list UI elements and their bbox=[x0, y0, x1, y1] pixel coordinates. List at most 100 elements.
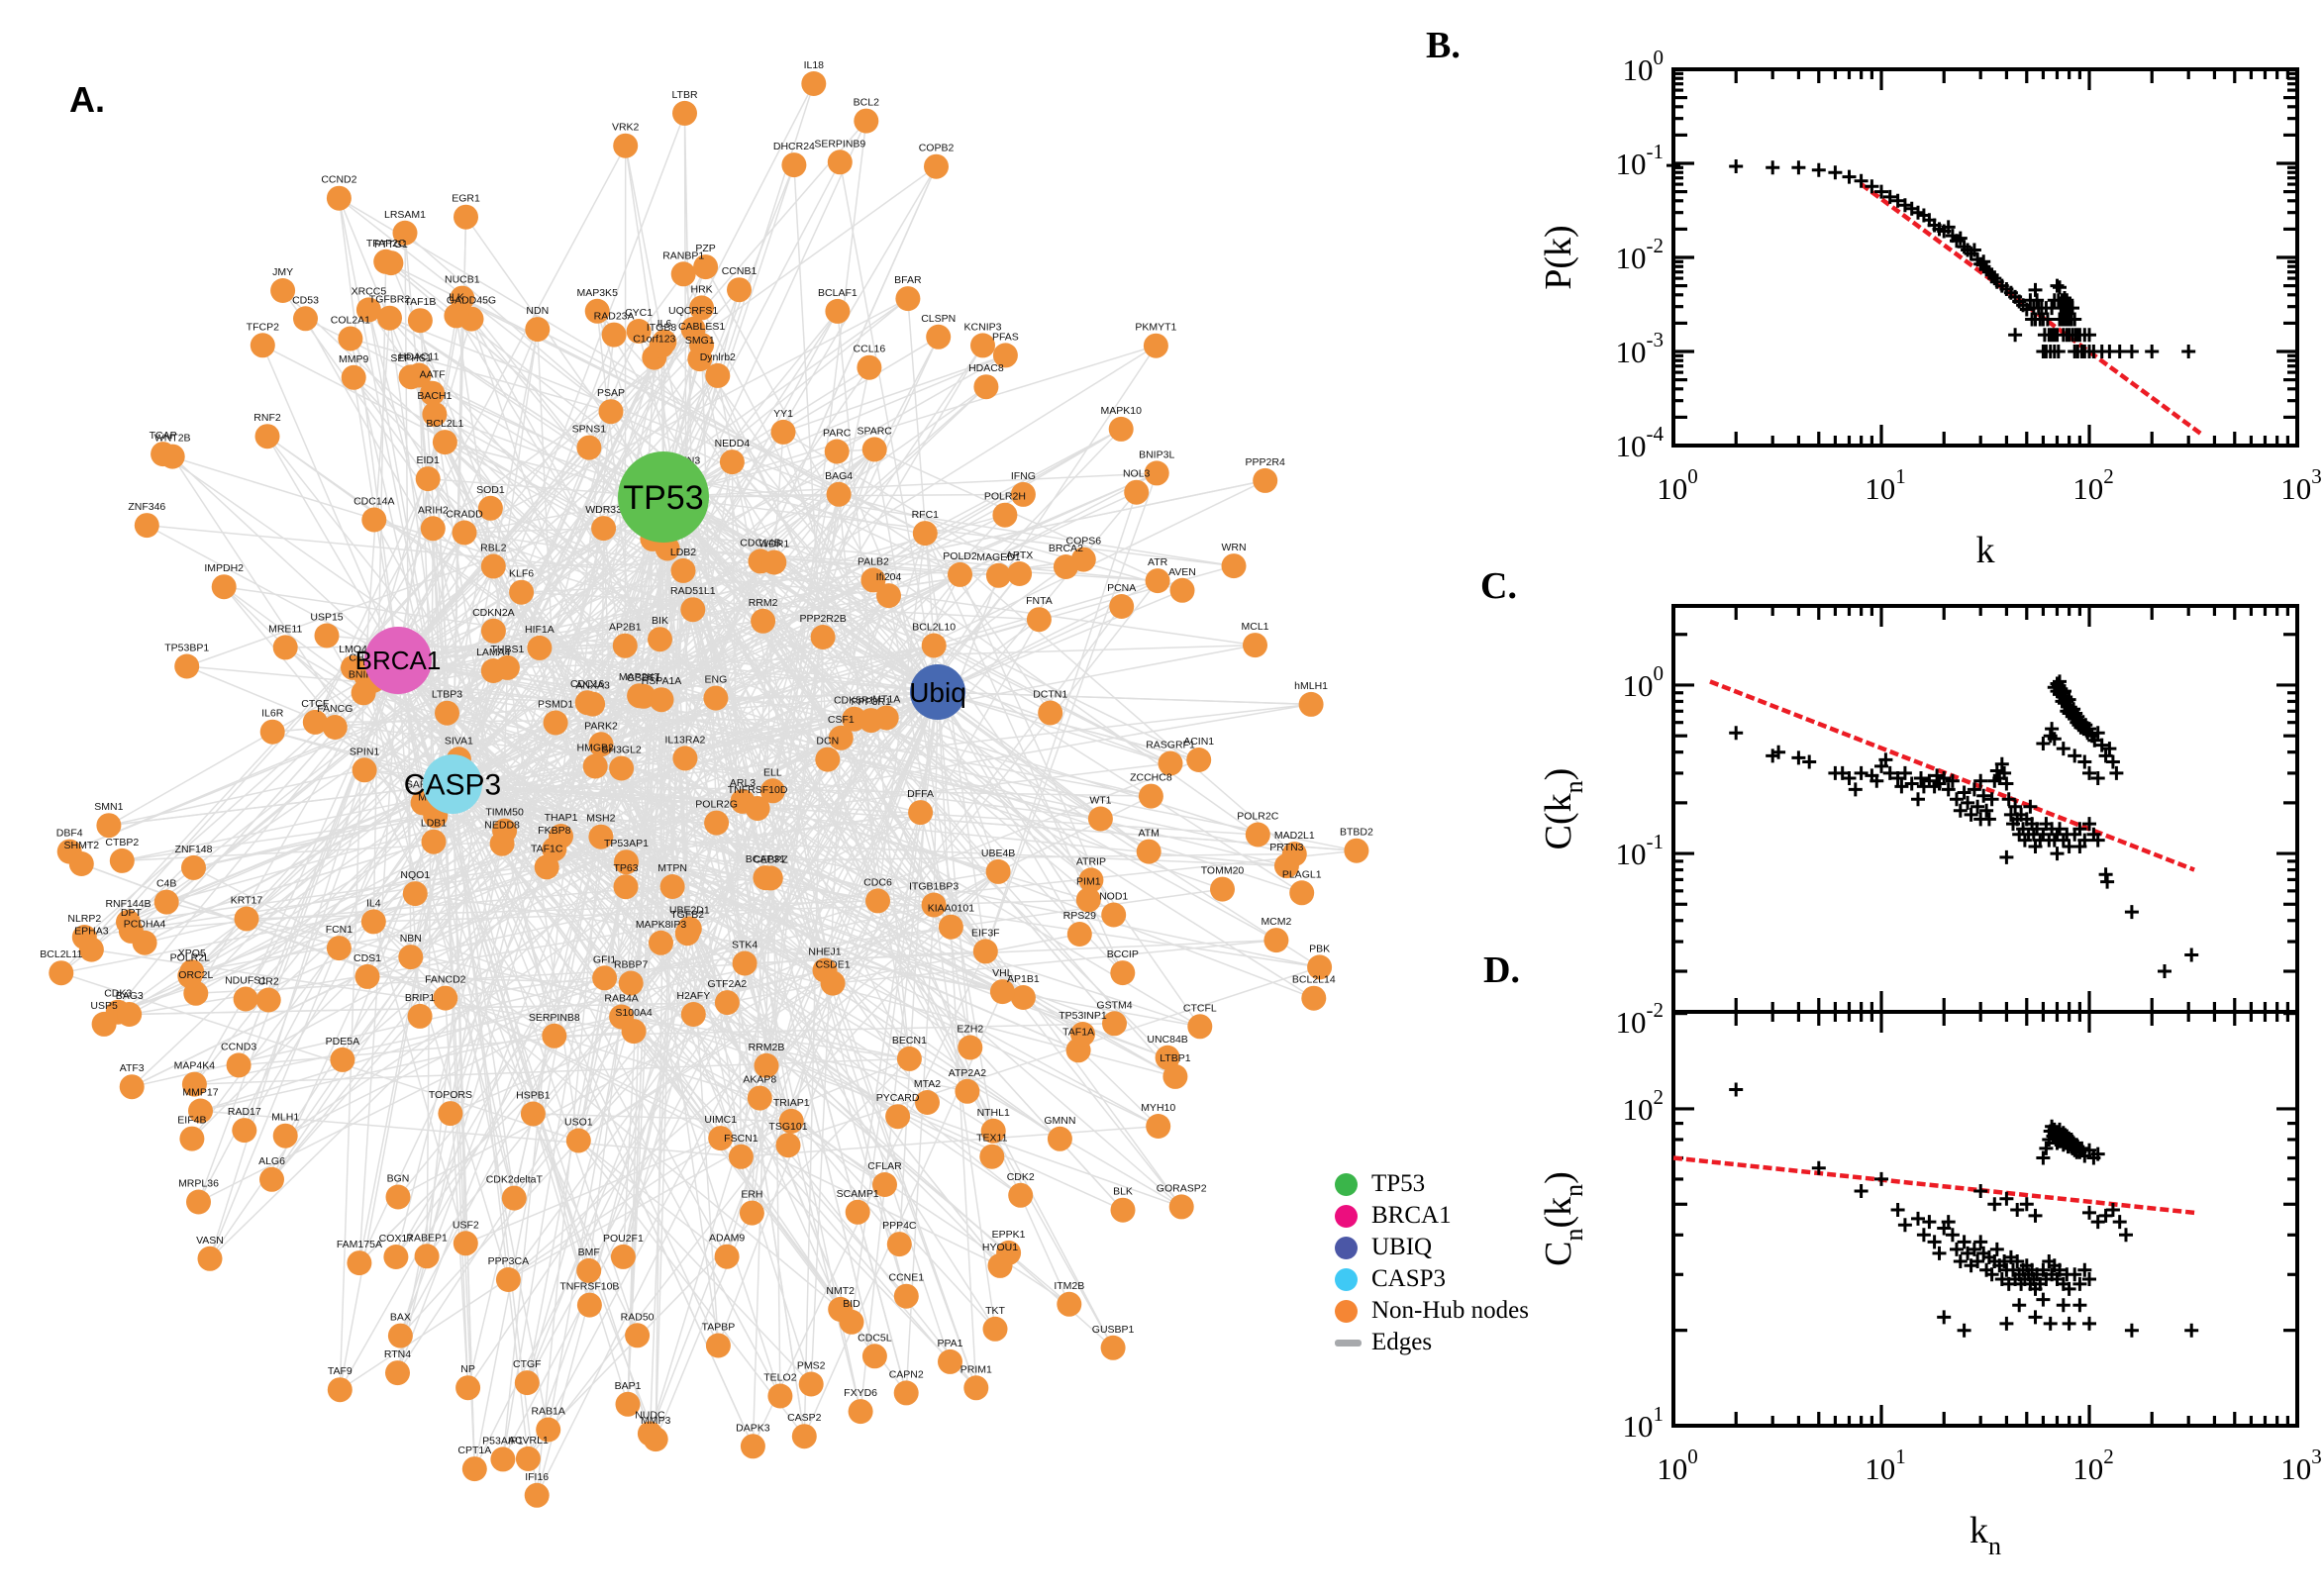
network-node bbox=[259, 719, 285, 745]
network-node bbox=[921, 633, 947, 658]
network-edge bbox=[548, 1057, 910, 1431]
network-edge bbox=[937, 691, 1312, 706]
axis-tick-label: 103 bbox=[2280, 464, 2322, 506]
network-node bbox=[828, 725, 854, 750]
network-edge bbox=[625, 345, 984, 863]
network-edge bbox=[666, 548, 1114, 1348]
network-node bbox=[1038, 700, 1063, 726]
network-node-label: IMPDH2 bbox=[204, 562, 244, 574]
network-node-label: POLR2G bbox=[695, 799, 738, 811]
network-node-label: CCND2 bbox=[321, 174, 356, 186]
network-edge bbox=[717, 375, 834, 984]
network-node-label: CRADD bbox=[446, 509, 483, 521]
network-node bbox=[1168, 1194, 1194, 1220]
network-node bbox=[854, 108, 879, 134]
network-node bbox=[186, 1189, 211, 1215]
network-edge bbox=[577, 609, 694, 1142]
network-node bbox=[985, 858, 1011, 884]
axis-tick-label: 103 bbox=[2280, 1445, 2322, 1486]
network-node-label: MCM2 bbox=[1261, 916, 1291, 928]
network-edge bbox=[397, 659, 1152, 797]
legend-row-tp53: TP53 bbox=[1335, 1168, 1529, 1200]
network-edge bbox=[547, 1016, 623, 1431]
network-node bbox=[714, 1244, 740, 1269]
network-node bbox=[958, 1035, 983, 1060]
network-node-label: NQO1 bbox=[400, 869, 430, 881]
network-node-label: ZCCHC8 bbox=[1130, 772, 1172, 784]
network-node-label: RBBP7 bbox=[614, 959, 649, 971]
network-node-label: FANCG bbox=[317, 703, 353, 715]
network-node-label: NOD1 bbox=[1099, 891, 1128, 903]
network-node-label: BID bbox=[843, 1298, 860, 1310]
network-node bbox=[714, 990, 740, 1016]
network-node bbox=[987, 1252, 1013, 1278]
network-node bbox=[625, 1323, 651, 1348]
network-node bbox=[373, 249, 399, 274]
network-node-label: TELO2 bbox=[763, 1372, 796, 1384]
network-node bbox=[181, 854, 206, 880]
network-node bbox=[719, 449, 745, 475]
network-node bbox=[798, 1371, 824, 1397]
network-node-label: NEDD4 bbox=[715, 438, 751, 449]
network-node-label: KRT17 bbox=[231, 895, 263, 907]
network-node bbox=[584, 298, 610, 324]
network-edge bbox=[937, 691, 971, 1048]
network-edge bbox=[554, 848, 632, 984]
network-edge bbox=[539, 560, 761, 649]
axis-tick-label: 10-4 bbox=[1616, 422, 1665, 463]
network-node-label: TP53INP1 bbox=[1059, 1010, 1107, 1022]
network-edge bbox=[452, 783, 688, 935]
network-node bbox=[1143, 333, 1168, 358]
network-edge bbox=[245, 659, 399, 1000]
network-node-label: H2AFY bbox=[676, 990, 710, 1002]
network-node-label: FANCD2 bbox=[425, 974, 466, 986]
network-edge bbox=[193, 815, 436, 869]
network-node-label: TOPORS bbox=[429, 1089, 472, 1101]
network-node bbox=[963, 1375, 989, 1401]
network-node-label: ITGB8 bbox=[647, 322, 677, 334]
network-node bbox=[893, 1283, 919, 1309]
network-node bbox=[876, 583, 901, 609]
network-node bbox=[704, 810, 730, 836]
network-node bbox=[618, 970, 644, 996]
network-node-label: FSCN1 bbox=[724, 1133, 758, 1145]
network-node bbox=[955, 1078, 980, 1104]
network-node-label: EID1 bbox=[417, 454, 441, 466]
network-node bbox=[648, 627, 672, 652]
network-node-label: PALB2 bbox=[858, 555, 889, 567]
brca1-dot-icon bbox=[1335, 1204, 1358, 1228]
network-edge bbox=[937, 691, 1171, 764]
network-node bbox=[588, 824, 614, 849]
network-node bbox=[826, 481, 852, 507]
network-node-label: RTN4 bbox=[384, 1348, 411, 1360]
network-node-label: THBS1 bbox=[490, 644, 524, 655]
network-node-label: CCND3 bbox=[221, 1041, 256, 1052]
network-edge bbox=[366, 975, 632, 984]
axis-tick-label: 102 bbox=[2072, 464, 2114, 506]
network-edge bbox=[434, 413, 986, 952]
network-node-label: AVEN bbox=[1168, 566, 1196, 578]
network-node bbox=[689, 295, 715, 321]
network-node-label: ENG bbox=[705, 674, 728, 686]
network-node-label: HSPB1 bbox=[516, 1090, 551, 1102]
network-node bbox=[302, 709, 328, 735]
network-edge bbox=[577, 1140, 805, 1438]
network-edge bbox=[452, 783, 952, 1362]
network-node-label: CFLAR bbox=[867, 1160, 902, 1172]
network-node-label: ITM2B bbox=[1054, 1280, 1084, 1292]
network-edge bbox=[397, 659, 1001, 1266]
network-edge bbox=[452, 564, 1235, 785]
network-node-label: SH3GL2 bbox=[601, 745, 641, 756]
network-node-label: WDR1 bbox=[758, 539, 789, 550]
network-edge bbox=[339, 692, 364, 1390]
network-node-label: PZP bbox=[695, 243, 715, 254]
network-node bbox=[908, 800, 934, 826]
network-node-label: USO1 bbox=[564, 1117, 593, 1129]
network-edge bbox=[692, 329, 922, 813]
network-node bbox=[915, 1090, 940, 1115]
edge-dash-icon bbox=[1335, 1339, 1362, 1347]
network-node-label: HRK bbox=[691, 283, 713, 295]
network-node-label: BRCA2 bbox=[1049, 543, 1083, 554]
network-edge bbox=[194, 926, 952, 1085]
network-node bbox=[398, 364, 424, 390]
